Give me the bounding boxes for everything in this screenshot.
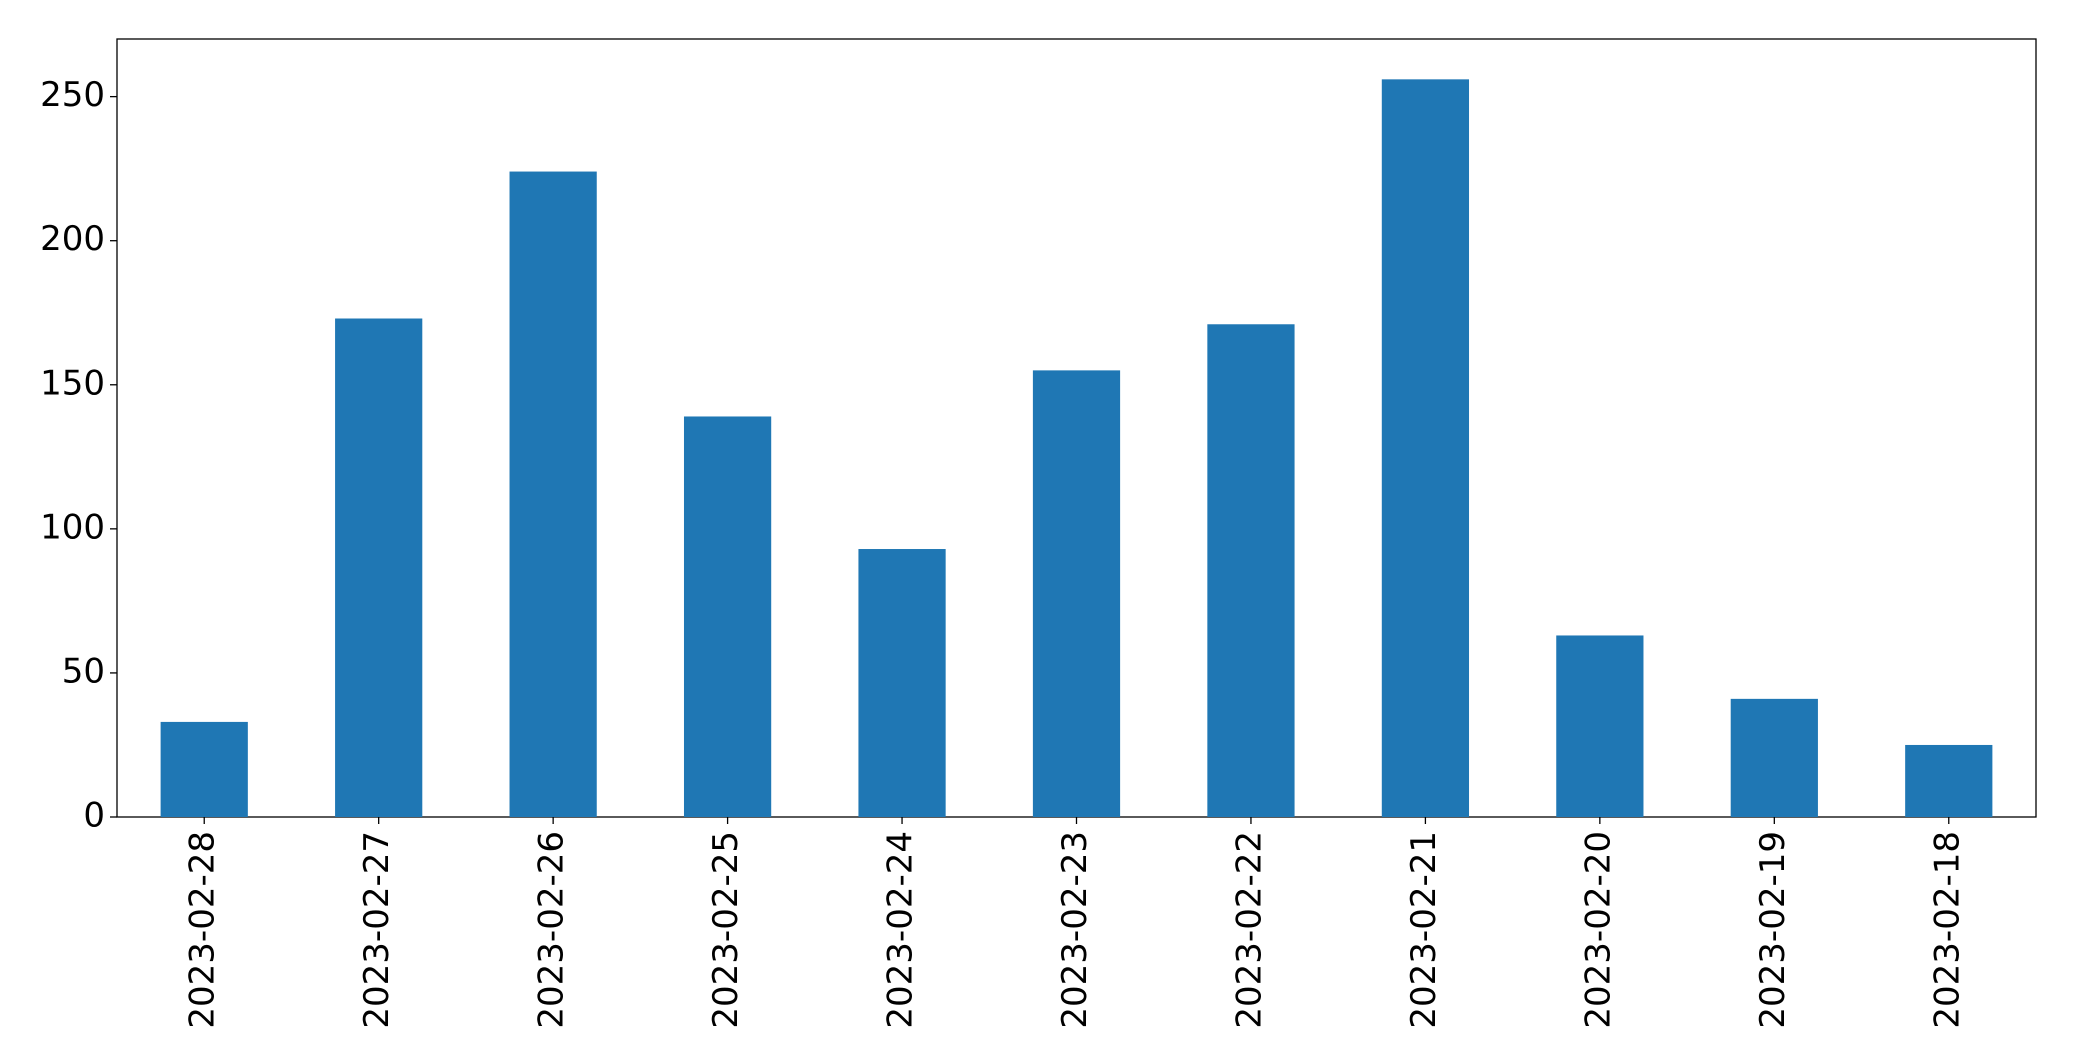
bar	[1207, 324, 1295, 817]
x-tick-label: 2023-02-24	[881, 831, 921, 1029]
y-tick-label: 200	[40, 219, 105, 259]
x-tick-label: 2023-02-19	[1753, 831, 1793, 1029]
bar	[858, 549, 946, 817]
x-tick-label: 2023-02-26	[532, 831, 572, 1029]
x-tick-label: 2023-02-18	[1927, 831, 1967, 1029]
bar	[1730, 698, 1818, 817]
x-tick-label: 2023-02-20	[1578, 831, 1618, 1029]
bar	[1556, 635, 1644, 817]
bar	[160, 721, 248, 817]
x-tick-label: 2023-02-25	[706, 831, 746, 1029]
bar	[335, 318, 423, 817]
y-tick-label: 50	[62, 651, 105, 691]
x-tick-label: 2023-02-27	[357, 831, 397, 1029]
bar	[1381, 79, 1470, 817]
bar	[1032, 370, 1121, 817]
bar	[1905, 744, 1993, 817]
x-tick-label: 2023-02-23	[1055, 831, 1095, 1029]
x-tick-label: 2023-02-21	[1404, 831, 1444, 1029]
x-tick-label: 2023-02-22	[1229, 831, 1269, 1029]
y-tick-label: 250	[40, 75, 105, 115]
y-tick-label: 0	[83, 796, 105, 836]
y-tick-label: 100	[40, 507, 105, 547]
y-tick-label: 150	[40, 363, 105, 403]
bar	[509, 171, 597, 817]
x-tick-label: 2023-02-28	[183, 831, 223, 1029]
bar	[683, 416, 772, 817]
